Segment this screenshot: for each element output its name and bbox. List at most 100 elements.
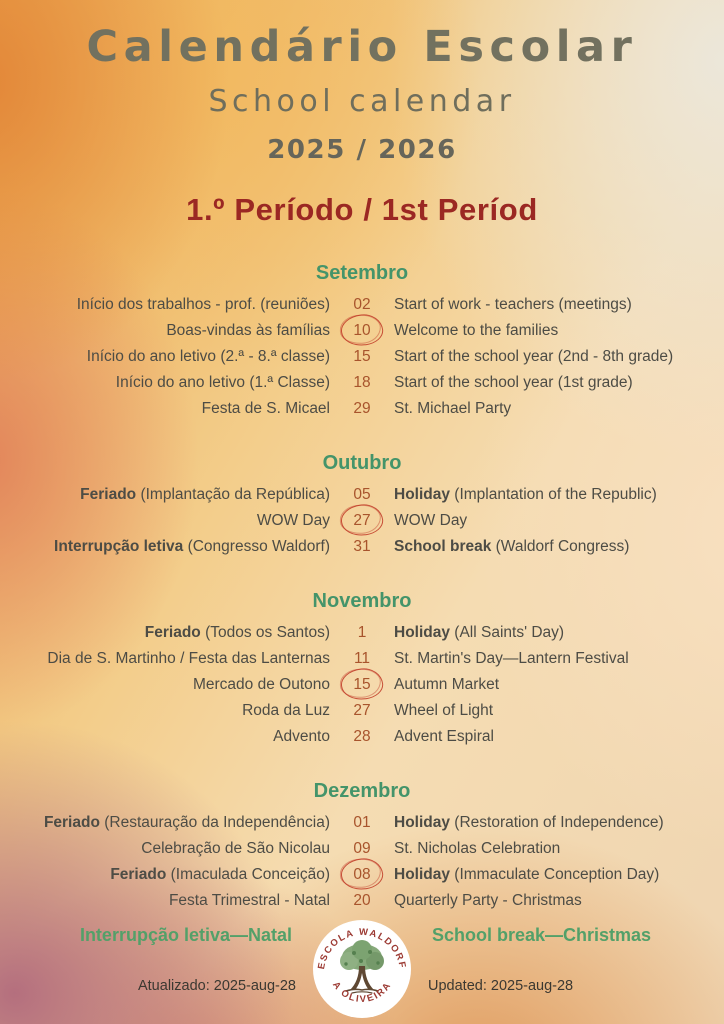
month-title: Dezembro (313, 780, 411, 802)
event-label-en-rest: St. Michael Party (394, 400, 512, 417)
event-label-en-bold: Holiday (394, 486, 450, 503)
event-label-pt: Feriado (Restauração da Independência) (12, 814, 330, 832)
event-label-pt-rest: Início dos trabalhos - prof. (reuniões) (76, 296, 330, 313)
event-label-pt-rest: (Implantação da República) (136, 486, 330, 503)
event-date-number: 15 (353, 676, 371, 693)
event-row: Feriado (Implantação da República) 05 Holi… (0, 482, 724, 508)
event-label-pt-bold: Feriado (43, 814, 100, 831)
event-row: Feriado (Restauração da Independência) 01… (0, 810, 724, 836)
event-label-pt: Início do ano letivo (2.ª - 8.ª classe) (12, 348, 330, 366)
event-row: Início do ano letivo (1.ª Classe) 18 Start… (0, 370, 724, 396)
page-subtitle: School calendar (208, 84, 516, 119)
event-label-en: St. Nicholas Celebration (394, 840, 712, 858)
event-label-en-rest: Start of work - teachers (meetings) (394, 296, 632, 313)
event-label-en-rest: St. Nicholas Celebration (394, 840, 561, 857)
event-row: Início dos trabalhos - prof. (reuniões) 0… (0, 292, 724, 318)
event-label-en-bold: School break (394, 538, 492, 555)
event-date-number: 27 (353, 512, 371, 529)
event-date-number: 09 (353, 840, 371, 857)
event-row: Mercado de Outono 15 Autumn Market (0, 666, 724, 703)
event-label-en: Advent Espiral (394, 728, 712, 746)
event-label-pt-rest: WOW Day (256, 512, 330, 529)
event-label-pt-rest: Festa Trimestral - Natal (168, 892, 330, 909)
event-label-en-rest: Welcome to the families (394, 322, 559, 339)
event-label-pt: Mercado de Outono (12, 676, 330, 694)
event-date: 08 (339, 856, 385, 893)
event-row: Festa Trimestral - Natal 20 Quarterly Part… (0, 888, 724, 914)
event-row: Boas-vindas às famílias 10 Welcome to the … (0, 312, 724, 349)
event-date: 27 (339, 502, 385, 539)
event-label-pt-rest: (Restauração da Independência) (99, 814, 330, 831)
event-label-en: Holiday (Implantation of the Republic) (394, 486, 712, 504)
event-label-pt-rest: (Todos os Santos) (200, 624, 330, 641)
event-label-pt-rest: Boas-vindas às famílias (166, 322, 330, 339)
event-label-en-rest: WOW Day (394, 512, 468, 529)
event-label-pt: Celebração de São Nicolau (12, 840, 330, 858)
months-container: Setembro Início dos trabalhos - prof. (re… (0, 262, 724, 914)
event-label-en-rest: Advent Espiral (394, 728, 494, 745)
event-date-number: 15 (353, 348, 371, 365)
event-label-en-bold: Holiday (394, 866, 450, 883)
event-label-en-rest: Autumn Market (394, 676, 500, 693)
event-label-en-rest: (Waldorf Congress) (491, 538, 630, 555)
event-label-pt: Feriado (Todos os Santos) (12, 624, 330, 642)
event-label-pt: Boas-vindas às famílias (12, 322, 330, 340)
event-label-en-rest: Wheel of Light (394, 702, 494, 719)
event-row: Início do ano letivo (2.ª - 8.ª classe) 1… (0, 344, 724, 370)
event-date-number: 27 (353, 702, 371, 719)
bottom-block: Interrupção letiva—Natal School break—Ch… (0, 919, 724, 1024)
event-date: 20 (347, 892, 377, 910)
event-date: 27 (347, 702, 377, 720)
event-date-number: 10 (353, 322, 371, 339)
event-label-en: School break (Waldorf Congress) (394, 538, 712, 556)
event-label-pt-rest: (Congresso Waldorf) (183, 538, 330, 555)
event-row: Feriado (Todos os Santos) 1 Holiday (All S… (0, 620, 724, 646)
school-years: 2025 / 2026 (267, 135, 457, 165)
event-label-en-rest: (All Saints' Day) (449, 624, 565, 641)
event-label-pt-bold: Interrupção letiva (54, 538, 184, 555)
event-row: Dia de S. Martinho / Festa das Lanternas… (0, 646, 724, 672)
tree-icon (340, 939, 384, 994)
event-label-en: Start of the school year (2nd - 8th grad… (394, 348, 712, 366)
event-date-number: 11 (353, 650, 371, 667)
event-label-pt-bold: Feriado (80, 486, 137, 503)
event-label-en-rest: (Immaculate Conception Day) (449, 866, 660, 883)
month-section: Novembro Feriado (Todos os Santos) 1 Holida… (0, 590, 724, 750)
month-title: Setembro (315, 262, 409, 284)
event-date-number: 02 (353, 296, 371, 313)
event-label-pt: Roda da Luz (12, 702, 330, 720)
event-row: WOW Day 27 WOW Day (0, 502, 724, 539)
period-heading: 1.º Período / 1st Períod (186, 192, 538, 227)
event-label-en-rest: (Implantation of the Republic) (449, 486, 657, 503)
school-logo-badge: ESCOLA WALDORF A OLIVEIRA (313, 919, 411, 1018)
event-label-pt: Advento (12, 728, 330, 746)
updated-date-pt: Atualizado: 2025-aug-28 (137, 978, 296, 994)
school-logo: ESCOLA WALDORF A OLIVEIRA (312, 919, 412, 1024)
event-label-en: Welcome to the families (394, 322, 712, 340)
event-label-en-bold: Holiday (394, 624, 450, 641)
event-date: 02 (347, 296, 377, 314)
event-date: 01 (347, 814, 377, 832)
event-date-number: 05 (353, 486, 371, 503)
event-label-en: Start of the school year (1st grade) (394, 374, 712, 392)
event-label-pt: Dia de S. Martinho / Festa das Lanternas (12, 650, 330, 668)
event-label-en: Autumn Market (394, 676, 712, 694)
event-date-number: 18 (353, 374, 371, 391)
event-label-en-rest: (Restoration of Independence) (449, 814, 664, 831)
event-label-pt-bold: Feriado (110, 866, 167, 883)
event-label-en: Start of work - teachers (meetings) (394, 296, 712, 314)
event-date-number: 1 (357, 624, 367, 641)
poster-header: Calendário Escolar School calendar 2025 … (0, 0, 724, 226)
event-label-pt: Festa de S. Micael (12, 400, 330, 418)
christmas-break-label-pt: Interrupção letiva—Natal (79, 924, 292, 945)
event-label-en: Quarterly Party - Christmas (394, 892, 712, 910)
event-label-pt: Início do ano letivo (1.ª Classe) (12, 374, 330, 392)
event-date-number: 31 (353, 538, 371, 555)
event-row: Festa de S. Micael 29 St. Michael Party (0, 396, 724, 422)
event-date-number: 08 (353, 866, 371, 883)
event-label-pt: Feriado (Implantação da República) (12, 486, 330, 504)
event-date: 11 (347, 650, 377, 668)
month-section: Setembro Início dos trabalhos - prof. (re… (0, 262, 724, 422)
event-label-en: St. Martin's Day—Lantern Festival (394, 650, 712, 668)
event-date: 05 (347, 486, 377, 504)
